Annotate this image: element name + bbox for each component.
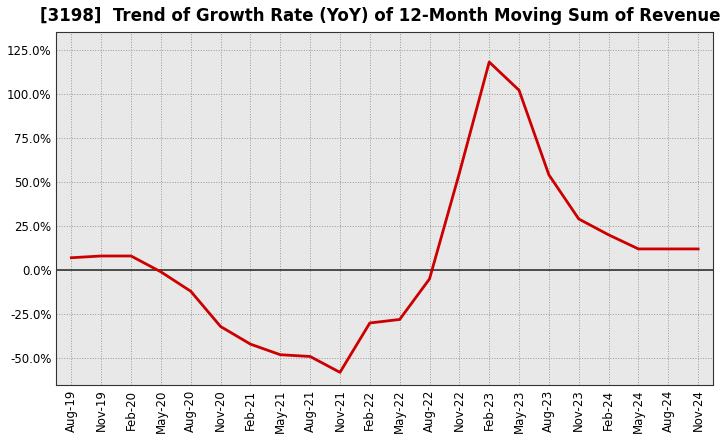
Title: [3198]  Trend of Growth Rate (YoY) of 12-Month Moving Sum of Revenues: [3198] Trend of Growth Rate (YoY) of 12-…: [40, 7, 720, 25]
